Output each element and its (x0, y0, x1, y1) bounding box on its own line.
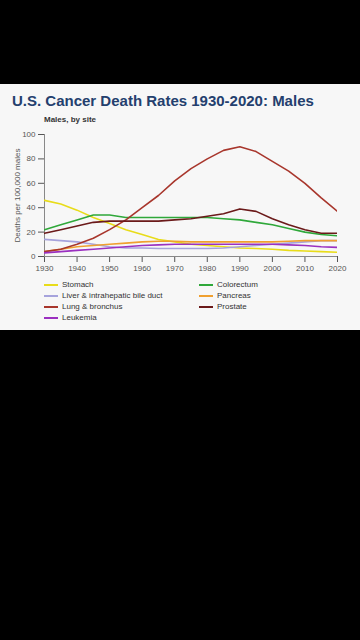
svg-text:Deaths per 100,000 males: Deaths per 100,000 males (13, 149, 22, 243)
svg-text:2000: 2000 (263, 264, 281, 273)
svg-text:1970: 1970 (166, 264, 184, 273)
svg-text:40: 40 (27, 203, 36, 212)
html-text:Pancreas: Pancreas (217, 291, 251, 300)
html-text:Colorectum: Colorectum (217, 280, 258, 289)
html-text:Leukemia: Leukemia (62, 313, 97, 322)
svg-text:0: 0 (31, 252, 36, 261)
html-text:Males, by site: Males, by site (44, 115, 96, 124)
svg-text:80: 80 (27, 154, 36, 163)
svg-text:60: 60 (27, 179, 36, 188)
html-text:Liver & intrahepatic bile duct: Liver & intrahepatic bile duct (62, 291, 163, 300)
html-text:Stomach: Stomach (62, 280, 94, 289)
svg-text:100: 100 (22, 130, 36, 139)
svg-text:1960: 1960 (133, 264, 151, 273)
html-text:Prostate: Prostate (217, 302, 247, 311)
svg-text:2020: 2020 (329, 264, 347, 273)
svg-text:1940: 1940 (68, 264, 86, 273)
svg-text:1980: 1980 (198, 264, 216, 273)
svg-text:1930: 1930 (36, 264, 54, 273)
svg-text:1990: 1990 (231, 264, 249, 273)
html-text:Lung & bronchus: Lung & bronchus (62, 302, 123, 311)
html-text:U.S. Cancer Death Rates 1930-2: U.S. Cancer Death Rates 1930-2020: Males (12, 92, 314, 109)
svg-text:20: 20 (27, 228, 36, 237)
svg-text:2010: 2010 (296, 264, 314, 273)
svg-text:1950: 1950 (101, 264, 119, 273)
